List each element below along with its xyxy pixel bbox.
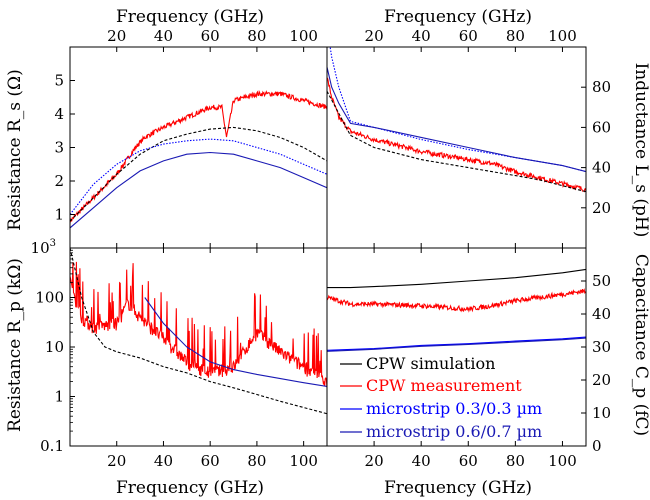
x-tick-label: 100: [548, 27, 577, 45]
x-tick-label: 60: [201, 27, 220, 45]
x-tick-label: 20: [107, 27, 126, 45]
series-cpw-simulation: [327, 268, 586, 289]
y-tick-label: 5: [54, 72, 64, 90]
series-group: [70, 89, 327, 229]
top-left-ylabel-text: Resistance R_s (Ω): [5, 69, 25, 230]
y-tick-label: 1: [54, 388, 64, 406]
bottom-left-xlabel: Frequency (GHz): [116, 478, 264, 498]
y-tick-label: 0.1: [40, 437, 64, 455]
panel-top-left: 20 40 60 80 100 1 2 3 4 5: [54, 27, 328, 249]
panel-frame: [326, 46, 587, 249]
legend-label-cpw-measurement: CPW measurement: [366, 376, 522, 395]
x-tick-label: 80: [506, 27, 525, 45]
x-tick-label: 20: [365, 452, 384, 470]
top-right-ylabel-text: Inductance L_s (pH): [631, 63, 650, 238]
y-tick-label: 40: [592, 159, 611, 177]
bottom-left-ylabel: Resistance R_p (kΩ): [5, 258, 25, 432]
legend-label-microstrip-03: microstrip 0.3/0.3 µm: [366, 399, 542, 418]
y-tick-label: 103: [31, 238, 56, 257]
series-cpw-measurement: [327, 77, 586, 193]
bottom-right-ylabel: Capacitance C_p (fC): [631, 254, 650, 436]
series-microstrip-0-6-0-7-m: [144, 297, 327, 387]
x-tick-label: 60: [459, 27, 478, 45]
panel-bottom-right: 20 40 60 80 100 0 10 20 30 40 50: [326, 247, 611, 470]
series-cpw-measurement: [70, 261, 327, 388]
x-tick-label: 40: [412, 452, 431, 470]
y-tick-label: 40: [592, 305, 611, 323]
y-tick-label: 60: [592, 118, 611, 136]
series-microstrip-0-3-0-3-m: [70, 138, 327, 215]
x-tick-label: 80: [247, 452, 266, 470]
legend-label-cpw-simulation: CPW simulation: [366, 354, 495, 373]
top-right-ylabel: Inductance L_s (pH): [631, 63, 650, 238]
x-tick-label: 60: [201, 452, 220, 470]
bottom-right-ylabel-text: Capacitance C_p (fC): [631, 254, 650, 436]
series-cpw-simulation: [70, 126, 327, 222]
x-tick-label: 80: [247, 27, 266, 45]
y-tick-label: 20: [592, 199, 611, 217]
y-tick-label: 100: [35, 289, 64, 307]
series-microstrip-0-6-0-7-m: [327, 337, 586, 352]
bottom-left-ylabel-text: Resistance R_p (kΩ): [5, 258, 25, 432]
series-microstrip-0-6-0-7-m: [327, 66, 586, 173]
y-tick-label: 3: [54, 139, 64, 157]
y-tick-label: 20: [592, 371, 611, 389]
x-tick-label: 80: [506, 452, 525, 470]
series-cpw-simulation: [70, 248, 327, 415]
y-tick-label: 50: [592, 272, 611, 290]
top-left-ylabel: Resistance R_s (Ω): [5, 69, 25, 230]
x-tick-label: 100: [289, 452, 318, 470]
y-tick-label: 10: [45, 338, 64, 356]
x-tick-label: 20: [107, 452, 126, 470]
y-tick-label: 0: [592, 437, 602, 455]
series-microstrip-0-6-0-7-m: [70, 151, 327, 229]
y-tick-label: 1: [54, 206, 64, 224]
top-left-xlabel: Frequency (GHz): [116, 7, 264, 27]
series-cpw-measurement: [327, 288, 586, 313]
legend: CPW simulation CPW measurement microstri…: [340, 354, 542, 441]
x-tick-label: 60: [459, 452, 478, 470]
series-cpw-simulation: [327, 90, 586, 193]
top-right-xlabel: Frequency (GHz): [384, 7, 532, 27]
panel-frame: [69, 46, 328, 249]
legend-label-microstrip-06: microstrip 0.6/0.7 µm: [366, 422, 542, 441]
x-tick-label: 40: [412, 27, 431, 45]
x-tick-label: 100: [289, 27, 318, 45]
bottom-right-xlabel: Frequency (GHz): [384, 478, 532, 498]
series-cpw-measurement: [70, 89, 327, 224]
x-tick-label: 100: [548, 452, 577, 470]
panel-bottom-left: 20 40 60 80 100 0.1 1 10 100 103: [31, 238, 328, 470]
y-tick-label: 10: [592, 404, 611, 422]
y-tick-exponent: 3: [50, 238, 56, 249]
series-group: [327, 47, 586, 193]
y-tick-label: 80: [592, 78, 611, 96]
series-group: [70, 248, 327, 415]
panel-top-right: 20 40 60 80 100 20 40 60 80: [326, 27, 611, 249]
y-tick-label: 30: [592, 338, 611, 356]
x-tick-label: 20: [365, 27, 384, 45]
x-tick-label: 40: [154, 452, 173, 470]
series-group: [327, 268, 586, 352]
series-microstrip-0-3-0-3-m: [327, 336, 586, 351]
x-tick-label: 40: [154, 27, 173, 45]
y-tick-label: 2: [54, 172, 64, 190]
series-microstrip-0-3-0-3-m: [329, 47, 586, 173]
y-tick-label: 4: [54, 105, 64, 123]
